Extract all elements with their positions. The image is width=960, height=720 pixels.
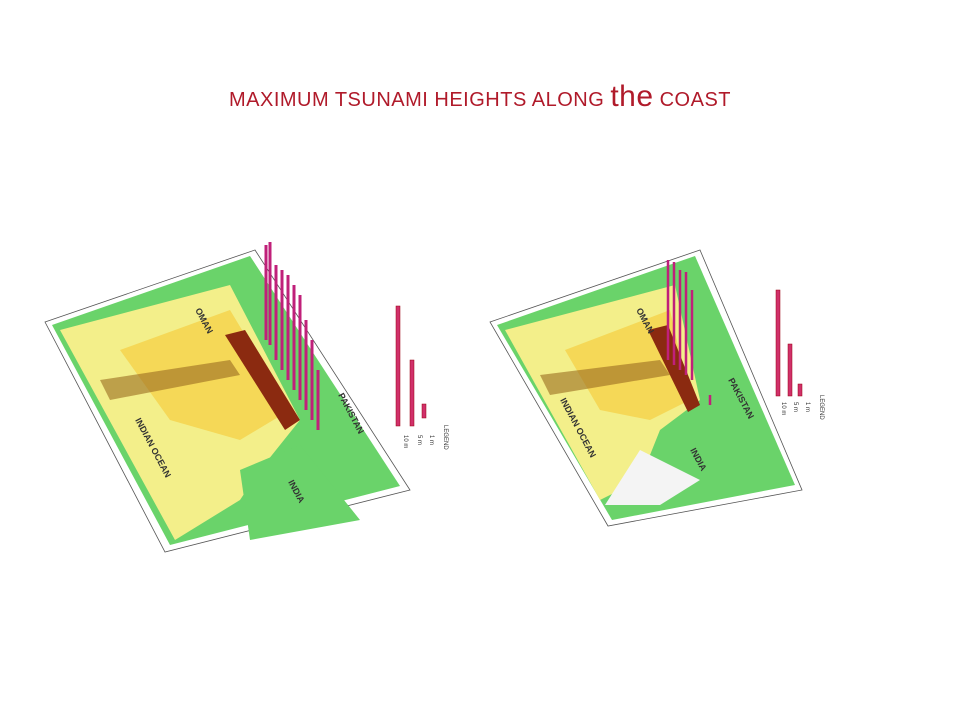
title-part: the: [610, 80, 654, 113]
legend-item: 5 m: [416, 435, 422, 445]
legend-title: LEGEND: [442, 425, 448, 450]
legend: 10 m 5 m 1 m LEGEND: [395, 305, 448, 450]
title-part: COAST: [659, 89, 732, 111]
map-left: INDIAN OCEAN PAKISTAN INDIA OMAN 10 m 5 …: [44, 242, 448, 553]
slide-title: MAXIMUM TSUNAMI HEIGHTS ALONG the COAST: [0, 80, 960, 114]
title-part: MAXIMUM TSUNAMI HEIGHTS ALONG: [228, 89, 605, 111]
india-land: [240, 445, 360, 540]
india-coast: [605, 450, 700, 505]
legend-item: 1 m: [428, 435, 434, 445]
ridge: [648, 325, 700, 412]
height-bars: [666, 260, 712, 405]
height-bars: [264, 242, 320, 430]
legend-item: 10 m: [780, 402, 786, 415]
ridge: [225, 330, 300, 430]
map-right: INDIAN OCEAN PAKISTAN INDIA OMAN 10 m 5 …: [489, 249, 824, 527]
wave-rays: [540, 360, 670, 395]
legend-item: 1 m: [804, 402, 810, 412]
legend-item: 10 m: [402, 435, 408, 448]
wave-rays: [100, 360, 240, 400]
legend: 10 m 5 m 1 m LEGEND: [775, 289, 824, 420]
legend-item: 5 m: [792, 402, 798, 412]
legend-title: LEGEND: [818, 395, 824, 420]
